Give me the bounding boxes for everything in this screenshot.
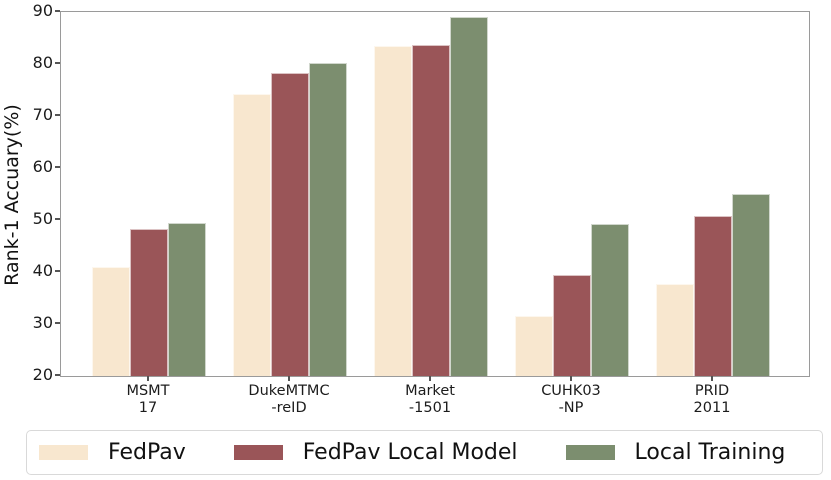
x-tick-mark <box>147 376 149 382</box>
y-tick-mark <box>55 218 60 220</box>
bar <box>412 44 450 376</box>
x-category-line: -reID <box>271 400 307 416</box>
bar <box>92 266 130 376</box>
x-category-line: CUHK03 <box>541 383 601 399</box>
x-category-label: DukeMTMC -reID <box>229 383 349 417</box>
y-tick-mark <box>55 10 60 12</box>
legend-swatch <box>565 445 615 460</box>
x-tick-mark <box>711 376 713 382</box>
y-tick-mark <box>55 62 60 64</box>
x-category-line: Market <box>405 383 455 399</box>
y-axis-title: Rank-1 Accuary(%) <box>1 104 23 286</box>
bar <box>553 275 591 376</box>
x-category-label: CUHK03 -NP <box>511 383 631 417</box>
bar <box>168 222 206 376</box>
x-tick-mark <box>570 376 572 382</box>
x-category-label: PRID 2011 <box>652 383 772 417</box>
legend-swatch <box>39 445 88 460</box>
bar <box>732 194 770 376</box>
legend-item: Local Training <box>565 440 786 465</box>
legend: FedPav FedPav Local Model Local Training <box>26 430 823 475</box>
y-tick-label: 30 <box>32 313 53 332</box>
bar <box>374 46 412 376</box>
bar <box>130 229 168 376</box>
y-tick-mark <box>55 374 60 376</box>
bar <box>694 216 732 376</box>
y-tick-mark <box>55 322 60 324</box>
x-category-line: 17 <box>138 400 158 416</box>
bar <box>656 283 694 376</box>
y-tick-mark <box>55 114 60 116</box>
y-tick-label: 70 <box>32 105 53 124</box>
legend-item: FedPav Local Model <box>233 440 518 465</box>
y-tick-label: 60 <box>32 157 53 176</box>
x-category-label: MSMT 17 <box>88 383 208 417</box>
y-tick-label: 50 <box>32 209 53 228</box>
y-tick-label: 40 <box>32 261 53 280</box>
legend-item: FedPav <box>39 440 186 465</box>
x-category-line: -NP <box>558 400 584 416</box>
x-tick-mark <box>288 376 290 382</box>
legend-label: Local Training <box>634 440 786 465</box>
y-tick-label: 20 <box>32 365 53 384</box>
bar <box>309 63 347 376</box>
x-category-line: PRID <box>694 383 730 399</box>
bar <box>450 17 488 376</box>
x-category-label: Market -1501 <box>370 383 490 417</box>
plot-area <box>60 11 810 377</box>
legend-label: FedPav <box>108 440 186 465</box>
bar <box>515 316 553 376</box>
bar <box>233 93 271 376</box>
y-tick-mark <box>55 270 60 272</box>
x-category-line: MSMT <box>126 383 170 399</box>
x-category-line: -1501 <box>408 400 452 416</box>
bar <box>591 223 629 376</box>
legend-label: FedPav Local Model <box>302 440 518 465</box>
x-category-line: DukeMTMC <box>248 383 330 399</box>
x-category-line: 2011 <box>693 400 731 416</box>
y-tick-label: 90 <box>32 1 53 20</box>
y-tick-mark <box>55 166 60 168</box>
y-tick-label: 80 <box>32 53 53 72</box>
legend-swatch <box>233 445 283 460</box>
bar <box>271 73 309 376</box>
x-tick-mark <box>429 376 431 382</box>
